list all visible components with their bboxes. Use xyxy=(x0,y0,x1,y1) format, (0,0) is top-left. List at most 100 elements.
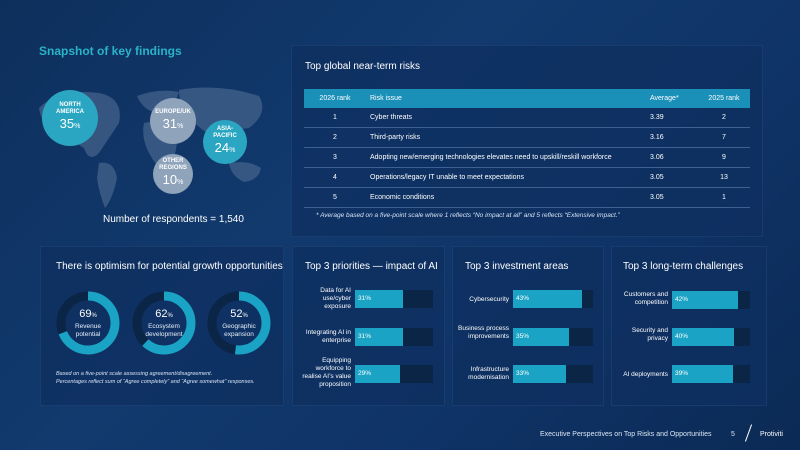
column-header: Average* xyxy=(646,89,698,108)
donut-text: 69% Revenue potential xyxy=(56,291,120,355)
risks-footnote: * Average based on a five-point scale wh… xyxy=(316,212,620,219)
table-row: 5 Economic conditions 3.05 1 xyxy=(304,187,750,208)
page-number: 5 xyxy=(731,431,735,438)
prev-rank-cell: 13 xyxy=(698,167,750,188)
donut-chart xyxy=(207,291,271,355)
donut-label: Geographic xyxy=(222,322,256,330)
donut-value: 69% xyxy=(79,307,97,320)
challenges-title: Top 3 long-term challenges xyxy=(623,261,744,272)
region-bubble-north-america: NORTH AMERICA 35% xyxy=(42,90,98,146)
bar-label: Equipping workforce to realise AI’s valu… xyxy=(302,357,351,388)
column-header: 2025 rank xyxy=(698,89,750,108)
bar-track: 35% xyxy=(513,328,593,346)
bar-row: Data for AI use/cyber exposure 31% xyxy=(293,287,444,315)
donut-arc xyxy=(132,291,196,355)
bar-track: 39% xyxy=(672,365,750,383)
issue-cell: Third-party risks xyxy=(366,127,646,148)
bar-value: 40% xyxy=(675,333,689,340)
donut-chart xyxy=(56,291,120,355)
donut-geographic: 52% Geographic expansion xyxy=(207,291,271,355)
snapshot-title: Snapshot of key findings xyxy=(39,44,182,58)
region-name: EUROPE/UK xyxy=(155,108,191,115)
average-cell: 3.05 xyxy=(646,187,698,208)
average-cell: 3.06 xyxy=(646,147,698,168)
bar-track: 29% xyxy=(355,365,433,383)
bar-track: 43% xyxy=(513,290,593,308)
bar-row: Cybersecurity 43% xyxy=(453,290,603,310)
column-header: Risk issue xyxy=(366,89,646,108)
footer-text: Executive Perspectives on Top Risks and … xyxy=(540,431,712,438)
donut-text: 62% Ecosystem development xyxy=(132,291,196,355)
bar-fill xyxy=(672,365,733,383)
region-value: 10% xyxy=(162,172,184,187)
column-header: 2026 rank xyxy=(304,89,366,108)
table-row: 4 Operations/legacy IT unable to meet ex… xyxy=(304,167,750,188)
rank-cell: 3 xyxy=(304,147,366,168)
bar-value: 31% xyxy=(358,295,372,302)
bar-label: Data for AI use/cyber exposure xyxy=(320,287,351,310)
donut-ecosystem: 62% Ecosystem development xyxy=(132,291,196,355)
bar-fill xyxy=(672,328,735,346)
prev-rank-cell: 9 xyxy=(698,147,750,168)
optimism-panel: There is optimism for potential growth o… xyxy=(40,246,284,406)
average-cell: 3.39 xyxy=(646,108,698,128)
bar-label: AI deployments xyxy=(623,371,668,378)
bar-track: 40% xyxy=(672,328,750,346)
optimism-title: There is optimism for potential growth o… xyxy=(56,261,283,272)
average-cell: 3.05 xyxy=(646,167,698,188)
bar-value: 33% xyxy=(516,370,530,377)
bar-value: 31% xyxy=(358,333,372,340)
bar-label: Security and privacy xyxy=(631,327,668,342)
bar-row: Infrastructure modernisation 33% xyxy=(453,365,603,385)
priorities-title: Top 3 priorities — impact of AI xyxy=(305,261,438,272)
investment-title: Top 3 investment areas xyxy=(465,261,569,272)
issue-cell: Economic conditions xyxy=(366,187,646,208)
donut-value: 62% xyxy=(155,307,173,320)
bar-label: Integrating AI in enterprise xyxy=(305,329,351,344)
issue-cell: Operations/legacy IT unable to meet expe… xyxy=(366,167,646,188)
donut-label: Ecosystem xyxy=(148,322,180,330)
table-row: 2 Third-party risks 3.16 7 xyxy=(304,127,750,148)
risks-panel: Top global near-term risks 2026 rank Ris… xyxy=(291,45,763,237)
bar-track: 31% xyxy=(355,328,433,346)
bar-track: 42% xyxy=(672,291,750,309)
donut-label: potential xyxy=(75,330,101,338)
bar-label: Cybersecurity xyxy=(469,296,509,303)
bar-fill xyxy=(513,290,582,308)
region-bubble-europe-uk: EUROPE/UK 31% xyxy=(150,98,196,144)
bar-fill xyxy=(355,328,404,346)
region-value: 31% xyxy=(162,115,184,131)
table-row: 1 Cyber threats 3.39 2 xyxy=(304,108,750,128)
region-name: PACIFIC xyxy=(213,133,237,139)
rank-cell: 2 xyxy=(304,127,366,148)
bar-value: 42% xyxy=(675,296,689,303)
region-name: REGIONS xyxy=(159,165,187,171)
footer-divider xyxy=(744,424,753,442)
region-bubble-other-regions: OTHER REGIONS 10% xyxy=(153,154,193,194)
issue-cell: Cyber threats xyxy=(366,108,646,128)
region-name: OTHER xyxy=(162,158,184,164)
bar-fill xyxy=(672,291,738,309)
rank-cell: 5 xyxy=(304,187,366,208)
bar-fill xyxy=(355,290,404,308)
rank-cell: 4 xyxy=(304,167,366,188)
region-value: 24% xyxy=(214,140,236,155)
donut-label: expansion xyxy=(224,330,254,338)
bar-value: 39% xyxy=(675,370,689,377)
average-cell: 3.16 xyxy=(646,127,698,148)
respondents-count: Number of respondents = 1,540 xyxy=(103,214,244,225)
region-value: 35% xyxy=(59,116,81,131)
priorities-panel: Top 3 priorities — impact of AI Data for… xyxy=(292,246,445,406)
prev-rank-cell: 2 xyxy=(698,108,750,128)
bar-track: 31% xyxy=(355,290,433,308)
bar-fill xyxy=(355,365,401,383)
bar-row: Business process improvements 35% xyxy=(453,325,603,353)
bar-row: Customers and competition 42% xyxy=(612,291,766,311)
bar-value: 43% xyxy=(516,295,530,302)
donut-chart xyxy=(132,291,196,355)
table-row: 3 Adopting new/emerging technologies ele… xyxy=(304,147,750,168)
risks-title: Top global near-term risks xyxy=(305,61,421,72)
bar-value: 29% xyxy=(358,370,372,377)
bar-value: 35% xyxy=(516,333,530,340)
bar-row: Security and privacy 40% xyxy=(612,327,766,347)
